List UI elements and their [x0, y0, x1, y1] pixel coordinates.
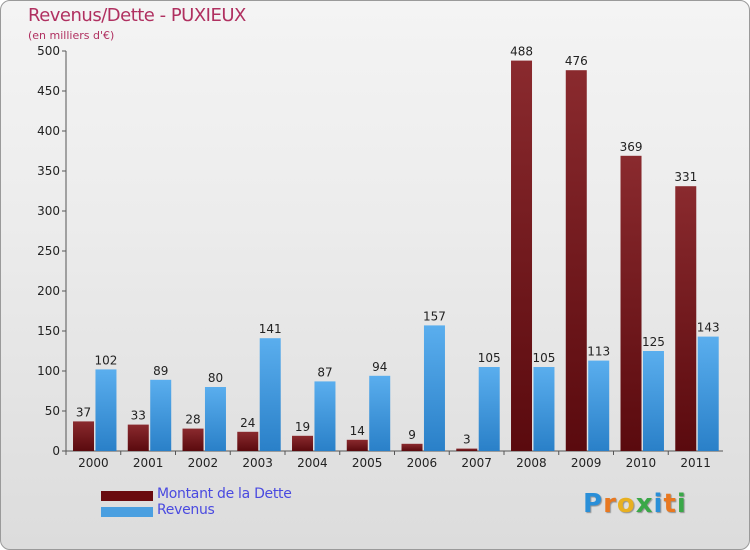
bar-revenus	[588, 360, 610, 451]
y-tick-label: 450	[37, 84, 60, 98]
x-tick-label: 2010	[626, 456, 657, 470]
y-tick-label: 250	[37, 244, 60, 258]
bar-revenus	[478, 367, 500, 451]
bar-dette	[182, 428, 204, 451]
x-tick-label: 2009	[571, 456, 602, 470]
x-tick-label: 2011	[680, 456, 711, 470]
legend-label-dette: Montant de la Dette	[157, 486, 292, 502]
bar-dette	[237, 431, 259, 451]
y-tick-label: 350	[37, 164, 60, 178]
legend-swatch-dette	[101, 491, 153, 501]
bar-revenus	[697, 336, 719, 451]
data-label-dette: 33	[131, 409, 146, 423]
data-label-revenus: 143	[697, 321, 720, 335]
x-tick-label: 2008	[516, 456, 547, 470]
x-tick-label: 2003	[242, 456, 273, 470]
data-label-revenus: 94	[372, 360, 387, 374]
data-label-revenus: 105	[533, 351, 556, 365]
y-tick-label: 200	[37, 284, 60, 298]
data-label-dette: 19	[295, 420, 310, 434]
logo-letter: x	[635, 489, 654, 519]
logo-letter: t	[663, 489, 677, 519]
y-tick-label: 100	[37, 364, 60, 378]
y-tick-label: 150	[37, 324, 60, 338]
bar-revenus	[259, 338, 281, 451]
data-label-dette: 3	[463, 433, 471, 447]
x-tick-label: 2004	[297, 456, 328, 470]
data-label-dette: 369	[620, 140, 643, 154]
y-tick-label: 0	[52, 444, 60, 458]
bar-dette	[73, 421, 95, 451]
x-tick-label: 2006	[407, 456, 438, 470]
chart-title: Revenus/Dette - PUXIEUX	[28, 5, 246, 26]
bar-revenus	[642, 351, 664, 451]
proxiti-logo: Proxiti	[583, 489, 687, 519]
logo-letter: P	[583, 489, 604, 519]
bar-revenus	[95, 369, 117, 451]
x-tick-label: 2000	[78, 456, 109, 470]
x-tick-label: 2001	[133, 456, 164, 470]
data-label-dette: 24	[240, 416, 255, 430]
y-tick-label: 500	[37, 44, 60, 58]
chart-subtitle: (en milliers d'€)	[28, 29, 115, 42]
bar-dette	[565, 70, 587, 451]
data-label-revenus: 89	[153, 364, 168, 378]
y-tick-label: 300	[37, 204, 60, 218]
bar-dette	[511, 60, 533, 451]
logo-letter: i	[676, 489, 687, 519]
data-label-revenus: 113	[587, 345, 610, 359]
data-label-dette: 28	[185, 413, 200, 427]
data-label-revenus: 87	[317, 365, 332, 379]
logo-letter: i	[653, 489, 664, 519]
legend-label-revenus: Revenus	[157, 502, 215, 518]
bar-revenus	[314, 381, 336, 451]
data-label-dette: 476	[565, 54, 588, 68]
x-tick-label: 2002	[188, 456, 219, 470]
data-label-dette: 14	[350, 424, 365, 438]
data-label-dette: 488	[510, 45, 533, 59]
bar-revenus	[204, 387, 226, 451]
x-tick-label: 2007	[461, 456, 492, 470]
data-label-dette: 9	[408, 428, 416, 442]
bar-dette	[620, 155, 642, 452]
data-label-dette: 331	[674, 170, 697, 184]
data-label-revenus: 141	[259, 322, 282, 336]
data-label-revenus: 157	[423, 309, 446, 323]
bar-dette	[346, 439, 368, 451]
bar-revenus	[423, 325, 445, 451]
bar-chart: 0 50 100 150 200 250 300 350 400 450 500 2000 2001 20…	[37, 44, 723, 470]
bar-revenus	[150, 379, 172, 451]
bar-dette	[675, 186, 697, 451]
bar-dette	[127, 424, 149, 451]
data-label-revenus: 80	[208, 371, 223, 385]
y-tick-label: 50	[45, 404, 60, 418]
logo-letter: r	[603, 489, 617, 519]
data-label-revenus: 105	[478, 351, 501, 365]
x-tick-label: 2005	[352, 456, 383, 470]
data-label-revenus: 102	[95, 353, 118, 367]
bar-dette	[401, 443, 423, 451]
legend-swatch-revenus	[101, 507, 153, 517]
bar-dette	[456, 448, 478, 451]
bar-revenus	[533, 367, 555, 451]
logo-letter: o	[616, 489, 636, 519]
data-label-dette: 37	[76, 405, 91, 419]
data-label-revenus: 125	[642, 335, 665, 349]
bar-revenus	[369, 375, 391, 451]
y-tick-label: 400	[37, 124, 60, 138]
bar-dette	[292, 435, 314, 451]
